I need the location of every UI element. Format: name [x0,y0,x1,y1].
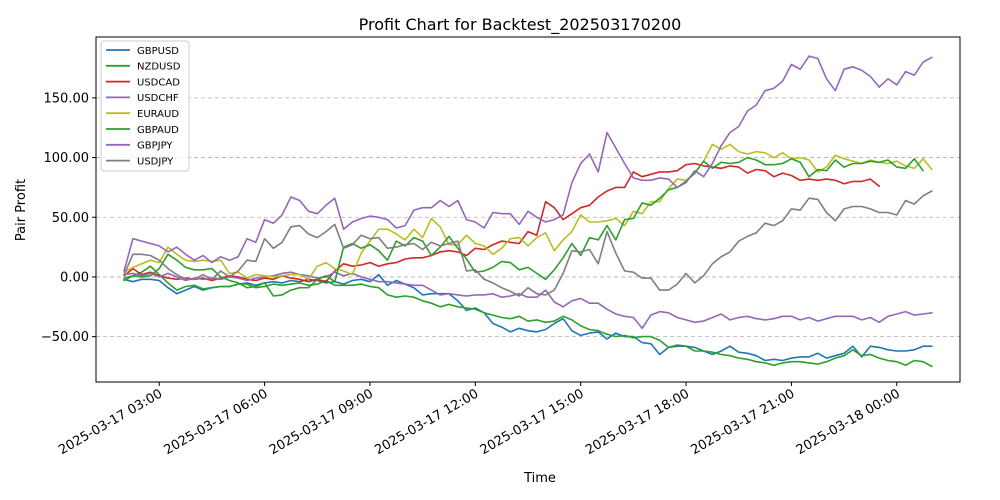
legend-label-usdchf: USDCHF [137,93,179,104]
y-tick-label: 50.00 [52,211,89,226]
y-tick-label: 0.00 [60,270,89,285]
y-axis-label: Pair Profit [14,179,29,241]
legend-box [100,40,190,172]
legend-label-usdcad: USDCAD [137,77,180,88]
legend-label-euraud: EURAUD [137,109,179,120]
legend-label-gbpaud: GBPAUD [137,125,179,136]
series-line-nzdusd [123,265,933,368]
y-tick-label: −50.00 [41,330,89,345]
y-tick-label: 150.00 [44,91,90,106]
series-lines [123,55,933,368]
legend-items: GBPUSD NZDUSD USDCAD USDCHF EURAUD GBPAUD GBPJ… [106,46,181,167]
series-line-euraud [123,143,933,281]
series-line-usdchf [123,271,933,330]
series-line-usdjpy [123,190,933,297]
series-line-gbpaud [123,156,924,297]
x-axis-label: Time [523,471,556,486]
legend-label-gbpjpy: GBPJPY [137,141,173,152]
legend-label-usdjpy: USDJPY [137,156,174,167]
plot-frame [95,36,961,383]
series-line-gbpjpy [123,55,933,272]
legend-label-gbpusd: GBPUSD [137,46,179,57]
legend-label-nzdusd: NZDUSD [137,62,181,73]
chart-title: Profit Chart for Backtest_202503170200 [359,15,682,35]
legend: GBPUSD NZDUSD USDCAD USDCHF EURAUD GBPAUD GBPJ… [100,40,190,172]
y-tick-label: 100.00 [44,151,90,166]
